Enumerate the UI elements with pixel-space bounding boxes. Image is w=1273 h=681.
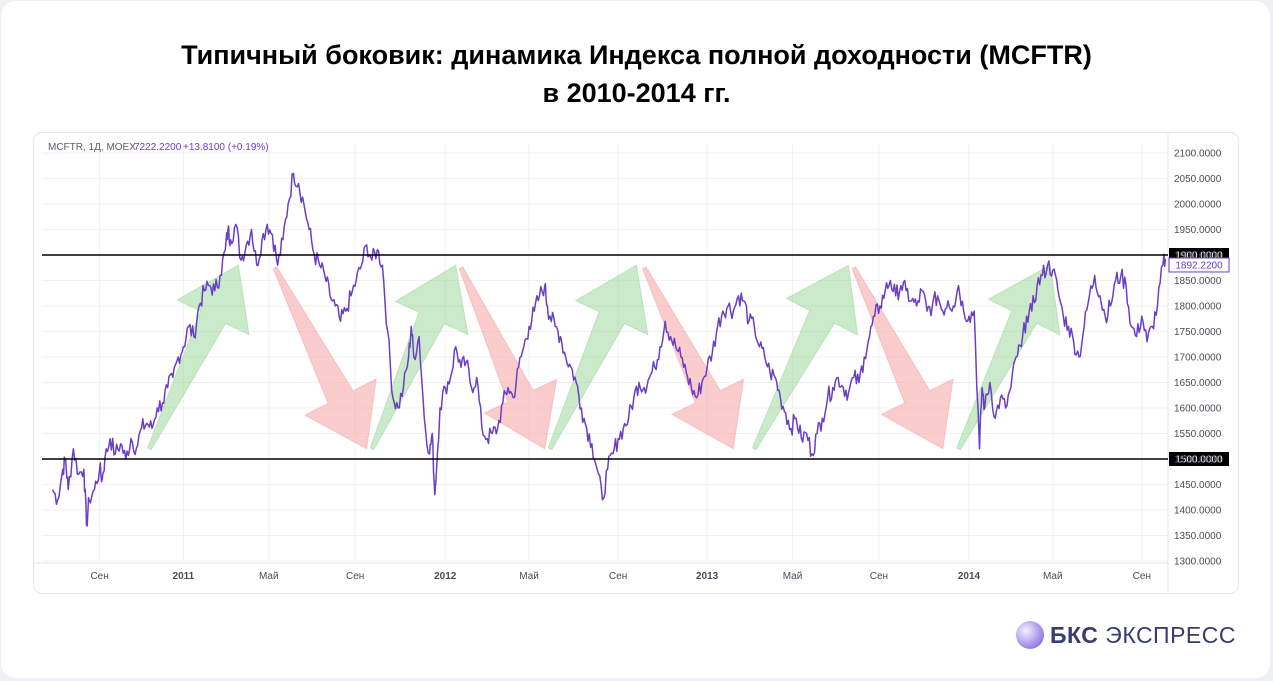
- down-arrow: [851, 266, 954, 450]
- ticker-symbol: MCFTR, 1Д, MOEX: [48, 142, 136, 153]
- y-tick-label: 1850.0000: [1174, 276, 1222, 287]
- x-tick-label: 2011: [173, 571, 195, 582]
- brand-bold: БКС: [1050, 622, 1099, 648]
- y-tick-label: 1350.0000: [1174, 531, 1222, 542]
- y-tick-label: 1450.0000: [1174, 480, 1222, 491]
- y-tick-label: 1500.0000: [1174, 455, 1222, 466]
- y-tick-label: 1650.0000: [1174, 378, 1222, 389]
- x-tick-label: Сен: [870, 571, 888, 582]
- level-label: 1900.0000: [1175, 251, 1223, 262]
- x-tick-label: 2013: [696, 571, 719, 582]
- brand-text: БКС ЭКСПРЕСС: [1050, 622, 1236, 649]
- y-tick-label: 1750.0000: [1174, 327, 1222, 338]
- x-tick-label: Сен: [90, 571, 108, 582]
- y-tick-label: 2050.0000: [1174, 174, 1222, 185]
- y-tick-label: 2000.0000: [1174, 200, 1222, 211]
- x-tick-label: Сен: [1133, 571, 1151, 582]
- y-tick-label: 2100.0000: [1174, 149, 1222, 160]
- price-chart: 1900.0000 1500.0000 1892.2200 2100.0000 205…: [34, 133, 1230, 593]
- y-axis: 2100.0000 2050.0000 2000.0000 1950.0000 1900…: [1174, 149, 1222, 568]
- x-tick-label: Сен: [609, 571, 627, 582]
- x-tick-label: Май: [783, 571, 803, 582]
- x-axis: Сен 2011 Май Сен 2012 Май Сен 2013 Май Сен 2014 Май…: [90, 571, 1151, 582]
- y-tick-label: 1600.0000: [1174, 404, 1222, 415]
- level-label-bg: [1169, 452, 1229, 466]
- level-label: 1500.0000: [1175, 455, 1223, 466]
- y-tick-label: 1950.0000: [1174, 225, 1222, 236]
- last-price-label: 1892.2200: [1175, 260, 1223, 271]
- price-line: [51, 172, 1167, 527]
- down-arrow: [272, 266, 377, 450]
- last-price-bg: [1168, 257, 1230, 273]
- x-tick-label: 2012: [434, 571, 457, 582]
- x-tick-label: Май: [1043, 571, 1063, 582]
- up-arrow: [751, 264, 859, 451]
- chart-title: Типичный боковик: динамика Индекса полно…: [0, 36, 1273, 112]
- brand-logo: БКС ЭКСПРЕСС: [1016, 620, 1242, 650]
- ticker-change: +13.8100 (+0.19%): [183, 142, 269, 153]
- trend-arrows: [146, 264, 1061, 451]
- y-tick-label: 1400.0000: [1174, 506, 1222, 517]
- y-tick-label: 1900.0000: [1174, 251, 1222, 262]
- level-lines: 1900.0000 1500.0000 1892.2200: [42, 248, 1230, 466]
- chart-panel: 1900.0000 1500.0000 1892.2200 2100.0000 205…: [33, 132, 1239, 594]
- brand-mark-icon: [1016, 621, 1044, 649]
- up-arrow: [956, 264, 1061, 451]
- down-arrow: [458, 266, 558, 450]
- y-tick-label: 1550.0000: [1174, 429, 1222, 440]
- down-arrow: [641, 266, 745, 450]
- brand-light: ЭКСПРЕСС: [1105, 622, 1236, 648]
- x-tick-label: Май: [259, 571, 279, 582]
- x-tick-label: Май: [519, 571, 539, 582]
- title-line-2: в 2010-2014 гг.: [542, 78, 731, 108]
- series-layer: [51, 172, 1167, 527]
- x-tick-label: Сен: [346, 571, 364, 582]
- ticker-header: MCFTR, 1Д, MOEX 7222.2200 +13.8100 (+0.1…: [48, 142, 269, 153]
- y-tick-label: 1700.0000: [1174, 353, 1222, 364]
- y-tick-label: 1800.0000: [1174, 302, 1222, 313]
- ticker-last: 7222.2200: [134, 142, 182, 153]
- y-tick-label: 1300.0000: [1174, 557, 1222, 568]
- up-arrow: [547, 264, 649, 451]
- x-tick-label: 2014: [958, 571, 981, 582]
- title-line-1: Типичный боковик: динамика Индекса полно…: [181, 40, 1092, 70]
